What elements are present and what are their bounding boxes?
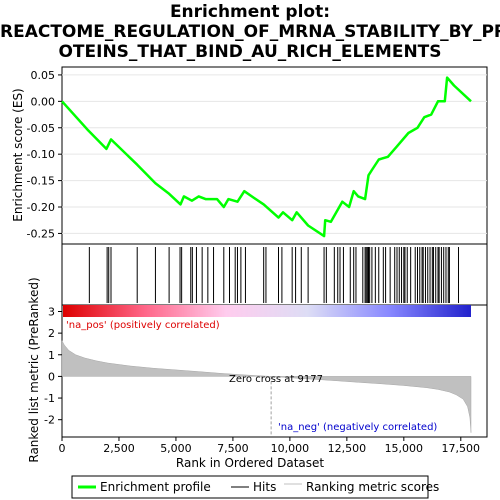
es-y-tick-label: -0.10: [27, 148, 55, 161]
x-tick-label: 12,500: [328, 442, 367, 455]
enrichment-profile-series: [61, 76, 472, 238]
metric-y-tick-label: -1: [44, 392, 55, 405]
x-tick-label: 2,500: [103, 442, 135, 455]
x-tick-label: 0: [59, 442, 66, 455]
metric-y-tick-label: 0: [48, 370, 55, 383]
correlation-gradient-bar: [63, 305, 471, 317]
es-y-tick-label: -0.05: [27, 122, 55, 135]
metric-y-tick-label: 2: [48, 327, 55, 340]
x-axis-label: Rank in Ordered Dataset: [176, 456, 324, 470]
pos-correlated-label: 'na_pos' (positively correlated): [66, 320, 220, 331]
chart-title-line-2: REACTOME_REGULATION_OF_MRNA_STABILITY_BY…: [0, 22, 500, 42]
metric-y-tick-label: 1: [48, 349, 55, 362]
es-y-axis-label: Enrichment score (ES): [11, 88, 25, 221]
chart-title-line-3: OTEINS_THAT_BIND_AU_RICH_ELEMENTS: [58, 42, 442, 62]
metric-y-tick-label: -2: [44, 414, 55, 427]
metric-y-axis: 3 2 1 0 -1 -2: [44, 305, 62, 427]
chart-title-line-1: Enrichment plot:: [169, 2, 331, 22]
enrichment-profile-line: [61, 76, 472, 238]
x-tick-label: 15,000: [385, 442, 424, 455]
es-y-tick-label: -0.25: [27, 227, 55, 240]
legend-hits-label: Hits: [253, 480, 276, 494]
x-tick-label: 7,500: [217, 442, 249, 455]
rank-x-axis: 0 2,500 5,000 7,500 10,000 12,500 15,000 17,500: [59, 437, 481, 455]
es-y-tick-label: -0.20: [27, 201, 55, 214]
hits-panel-frame: [61, 243, 488, 306]
es-y-tick-label: -0.15: [27, 175, 55, 188]
es-y-tick-label: 0.05: [31, 69, 56, 82]
hits-marks: [88, 247, 460, 303]
ranking-metric-fill: [61, 340, 472, 433]
legend-enrichment-label: Enrichment profile: [100, 480, 211, 494]
metric-y-tick-label: 3: [48, 305, 55, 318]
metric-y-axis-label: Ranked list metric (PreRanked): [27, 277, 41, 462]
es-y-tick-label: 0.00: [31, 95, 56, 108]
legend-box: [71, 475, 429, 499]
zero-cross-label: Zero cross at 9177: [229, 374, 323, 385]
neg-correlated-label: 'na_neg' (negatively correlated): [278, 422, 437, 433]
legend-metric-label: Ranking metric scores: [306, 480, 439, 494]
es-y-axis: 0.05 0.00 -0.05 -0.10 -0.15 -0.20 -0.25: [27, 69, 62, 240]
x-tick-label: 5,000: [160, 442, 192, 455]
es-panel-frame: [61, 66, 488, 245]
x-tick-label: 10,000: [271, 442, 310, 455]
x-tick-label: 17,500: [442, 442, 481, 455]
ranking-metric-area: [61, 340, 472, 433]
